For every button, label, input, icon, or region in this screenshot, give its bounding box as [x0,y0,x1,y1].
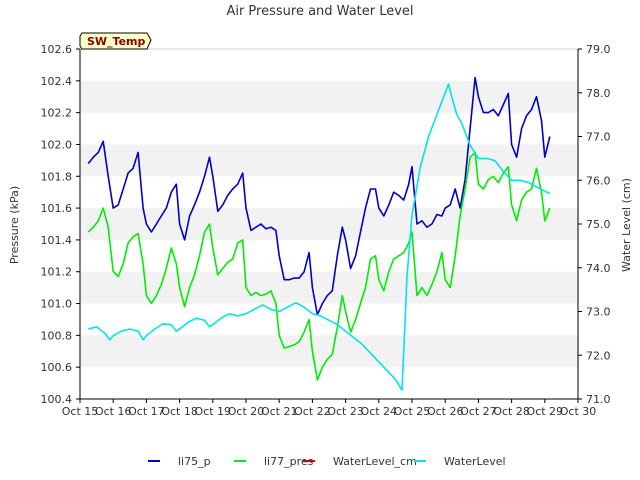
y-left-tick-label: 100.4 [41,393,73,406]
legend-label-WaterLevel_cm: WaterLevel_cm [333,455,417,468]
y-left-tick-label: 100.8 [41,329,73,342]
x-tick-label: Oct 16 [95,405,132,418]
y-right-axis-label: Water Level (cm) [620,178,633,272]
y-left-tick-label: 101.2 [41,266,73,279]
x-tick-label: Oct 30 [560,405,597,418]
y-right-tick-label: 78.0 [586,87,611,100]
x-tick-label: Oct 20 [228,405,265,418]
x-tick-label: Oct 23 [327,405,364,418]
chart-title: Air Pressure and Water Level [226,4,413,19]
y-right-tick-label: 72.0 [586,349,611,362]
grid-bands [80,80,578,368]
legend-label-WaterLevel: WaterLevel [444,455,506,468]
y-left-tick-label: 102.0 [41,138,73,151]
x-tick-label: Oct 26 [427,405,464,418]
legend-label-li75_p: li75_p [178,455,211,468]
y-left-tick-label: 101.6 [41,202,73,215]
y-right-tick-label: 74.0 [586,262,611,275]
x-tick-label: Oct 15 [62,405,99,418]
y-right-tick-label: 79.0 [586,43,611,56]
y-left-tick-label: 101.8 [41,170,73,183]
y-left-tick-label: 102.2 [41,107,73,120]
x-tick-label: Oct 22 [294,405,331,418]
x-tick-label: Oct 25 [394,405,431,418]
grid-band [80,335,578,368]
series-line-li75_p [87,76,551,316]
x-tick-label: Oct 29 [527,405,564,418]
series-layer [87,76,551,392]
sw-temp-badge: SW_Temp [79,32,152,50]
y-left-tick-label: 101.4 [41,234,73,247]
x-tick-label: Oct 27 [460,405,497,418]
y-right-tick-label: 77.0 [586,131,611,144]
y-left-tick-label: 102.6 [41,43,73,56]
grid-band [80,80,578,113]
x-tick-label: Oct 24 [361,405,398,418]
y-right-tick-label: 75.0 [586,218,611,231]
y-right-tick-label: 71.0 [586,393,611,406]
grid-band [80,208,578,240]
badge-label: SW_Temp [87,35,146,48]
y-right-tick-label: 76.0 [586,174,611,187]
y-right-tick-label: 73.0 [586,306,611,319]
legend: li75_p li77_pres WaterLevel_cm WaterLevel [148,455,506,468]
y-left-tick-label: 102.4 [41,75,73,88]
y-left-tick-label: 100.6 [41,361,73,374]
x-tick-label: Oct 21 [261,405,298,418]
legend-label-li77_pres: li77_pres [264,455,314,468]
series-line-WaterLevel [88,83,551,392]
x-tick-label: Oct 18 [161,405,198,418]
y-left-axis-label: Pressure (kPa) [8,186,21,264]
x-tick-label: Oct 28 [493,405,530,418]
x-tick-label: Oct 19 [195,405,232,418]
x-tick-label: Oct 17 [128,405,165,418]
y-left-tick-label: 101.0 [41,298,73,311]
